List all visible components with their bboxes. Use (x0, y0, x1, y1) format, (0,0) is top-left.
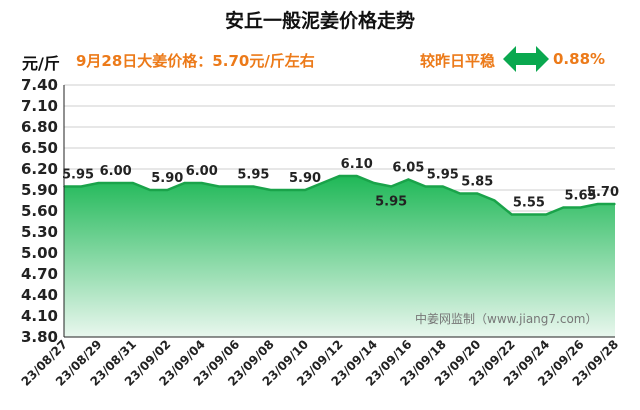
data-point (355, 175, 358, 177)
data-label: 5.90 (151, 171, 183, 186)
y-tick-label: 5.90 (21, 181, 58, 199)
data-label: 5.95 (237, 168, 269, 183)
data-point (183, 182, 186, 184)
data-point (149, 189, 151, 191)
double-arrow-icon (503, 46, 549, 72)
data-point (476, 192, 479, 195)
data-label: 5.95 (375, 195, 407, 210)
data-point (97, 182, 100, 184)
y-tick-label: 6.20 (21, 160, 58, 178)
unit-label: 元/斤 (22, 54, 60, 73)
data-label: 5.95 (427, 168, 459, 183)
watermark: 中姜网监制（www.jiang7.com） (415, 311, 597, 326)
data-point (459, 192, 461, 195)
data-point (424, 185, 427, 188)
data-point (373, 182, 375, 184)
data-point (510, 213, 513, 216)
data-label: 5.65 (565, 189, 597, 204)
y-tick-label: 5.60 (21, 202, 58, 220)
data-point (579, 206, 582, 209)
data-point (442, 185, 444, 188)
data-point (390, 185, 392, 188)
y-tick-label: 6.80 (21, 118, 58, 136)
data-point (596, 203, 599, 205)
data-label: 6.10 (341, 157, 373, 172)
data-label: 5.85 (461, 175, 493, 190)
data-point (614, 203, 616, 205)
data-point (200, 182, 203, 184)
data-point (493, 199, 496, 202)
data-point (545, 213, 547, 216)
data-label: 6.00 (186, 164, 218, 179)
data-point (304, 189, 306, 191)
data-label: 5.55 (513, 196, 545, 211)
data-label: 6.00 (100, 164, 132, 179)
y-tick-label: 7.10 (21, 97, 58, 115)
y-axis-ticks: 7.40 7.10 6.80 6.50 6.20 5.90 5.60 5.30 5.00 4.70… (21, 76, 58, 346)
data-point (166, 189, 169, 191)
data-point (407, 178, 410, 181)
axes (63, 85, 615, 338)
data-point (562, 206, 565, 209)
data-labels: 5.95 6.00 5.90 6.00 5.95 5.906.105.956.05 5.95… (62, 157, 619, 211)
data-point (80, 185, 83, 188)
y-tick-label: 7.40 (21, 76, 58, 94)
compare-label: 较昨日平稳 (420, 52, 496, 70)
price-summary: 9月28日大姜价格：5.70元/斤左右 (76, 52, 315, 70)
data-point (114, 182, 117, 184)
data-point (321, 182, 324, 184)
data-point (235, 185, 237, 188)
y-tick-label: 5.30 (21, 223, 58, 241)
area-fill (64, 176, 615, 337)
y-tick-label: 5.00 (21, 244, 58, 262)
data-point (132, 182, 134, 184)
x-axis-ticks: 23/08/2723/08/2923/08/3123/09/0223/09/04… (19, 337, 622, 389)
y-tick-label: 4.10 (21, 307, 58, 325)
data-point (218, 185, 220, 188)
data-point (528, 213, 530, 216)
data-label: 5.70 (587, 185, 619, 200)
data-label: 5.90 (289, 171, 321, 186)
chart-title: 安丘一般泥姜价格走势 (224, 10, 415, 32)
y-tick-label: 4.70 (21, 265, 58, 283)
data-label: 6.05 (392, 161, 424, 176)
y-tick-label: 6.50 (21, 139, 58, 157)
data-point (338, 175, 341, 177)
data-point (269, 189, 272, 191)
data-point (252, 185, 255, 188)
data-label: 5.95 (62, 168, 94, 183)
compare-percent: 0.88% (553, 50, 606, 68)
area-series (63, 174, 616, 337)
y-tick-label: 4.40 (21, 286, 58, 304)
y-tick-label: 3.80 (21, 328, 58, 346)
data-point (287, 189, 289, 191)
